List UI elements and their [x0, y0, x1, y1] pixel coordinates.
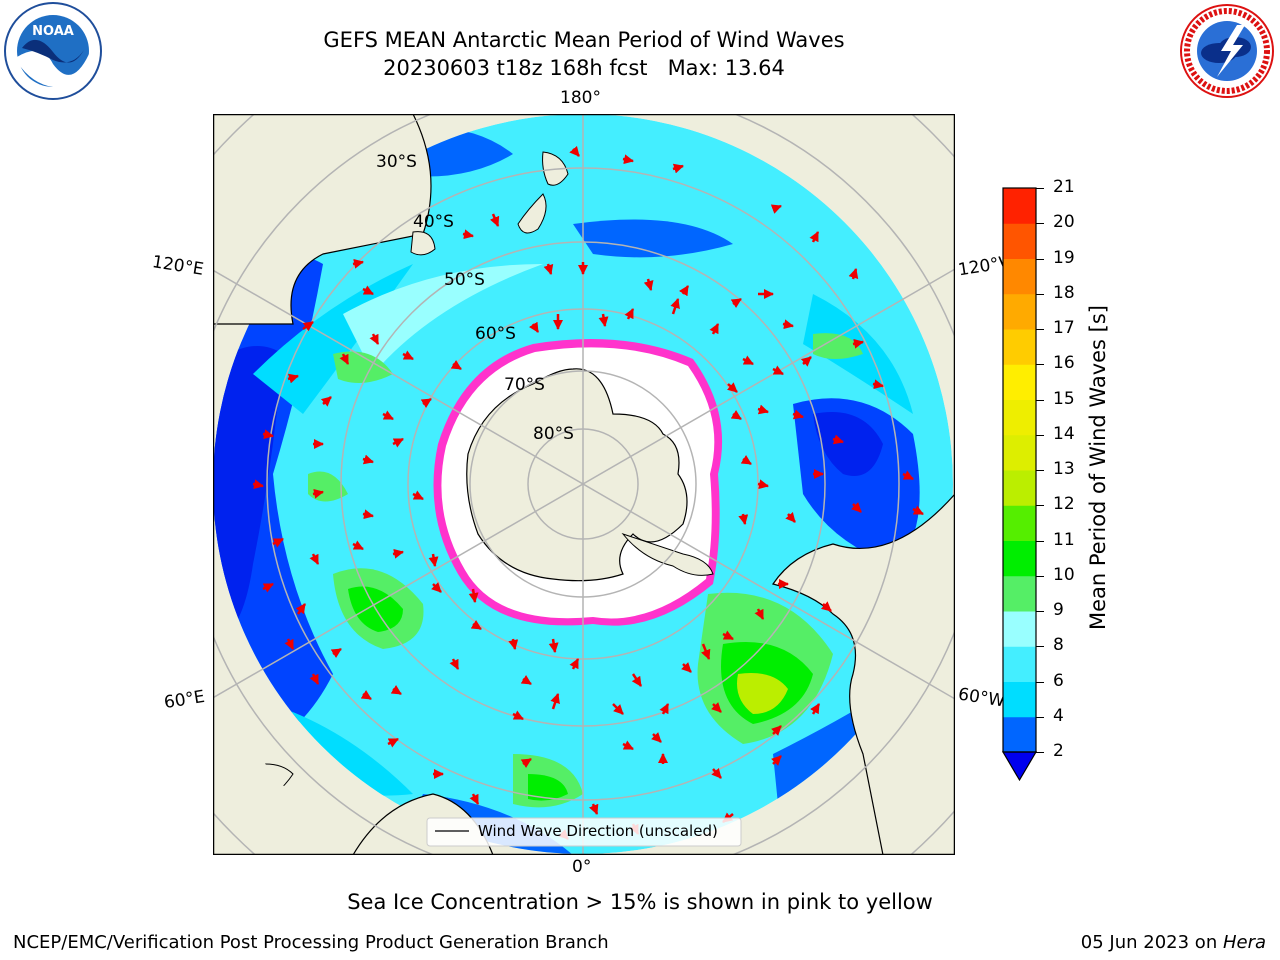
colorbar-tick: 17	[1053, 318, 1075, 338]
colorbar-segment	[1003, 188, 1036, 224]
colorbar-tick-mark	[1036, 575, 1044, 577]
sea-ice-caption: Sea Ice Concentration > 15% is shown in …	[347, 890, 933, 914]
colorbar-tick-mark	[1036, 646, 1044, 648]
max-value: Max: 13.64	[667, 56, 785, 80]
polar-map	[213, 114, 955, 855]
colorbar-segment	[1003, 258, 1036, 295]
colorbar-segment	[1003, 293, 1036, 330]
colorbar-tick-mark	[1036, 364, 1044, 366]
colorbar-tick-mark	[1036, 611, 1044, 612]
colorbar-tick: 18	[1053, 282, 1075, 303]
new-zealand-south	[517, 193, 547, 234]
colorbar-tick: 16	[1053, 353, 1075, 374]
colorbar-label: Mean Period of Wind Waves [s]	[1086, 305, 1110, 630]
chart-title: GEFS MEAN Antarctic Mean Period of Wind …	[323, 28, 845, 52]
lon-label-60E: 60°E	[162, 686, 207, 714]
nws-logo	[1180, 4, 1274, 98]
legend-label: Wind Wave Direction (unscaled)	[478, 822, 718, 840]
colorbar-segment	[1003, 434, 1036, 471]
chart-subtitle: 20230603 t18z 168h fcst Max: 13.64	[0, 55, 1168, 81]
colorbar-segment	[1003, 540, 1036, 577]
noaa-logo-text: NOAA	[32, 24, 74, 39]
lon-label-0: 0°	[572, 857, 592, 877]
colorbar-tick: 20	[1053, 212, 1075, 233]
colorbar-tick-mark	[1036, 258, 1044, 260]
colorbar-tick: 15	[1053, 388, 1075, 409]
colorbar-segment	[1003, 399, 1036, 436]
colorbar-tick: 6	[1053, 670, 1064, 691]
colorbar-segment	[1003, 575, 1036, 612]
colorbar-tick-mark	[1036, 293, 1044, 295]
colorbar-segment	[1003, 329, 1036, 365]
colorbar-tick-mark	[1036, 752, 1044, 753]
lat-label-40S: 40°S	[413, 212, 454, 232]
colorbar-tick: 12	[1053, 494, 1075, 515]
colorbar-tick: 9	[1053, 600, 1064, 620]
colorbar-tick-mark	[1036, 716, 1044, 718]
lat-label-70S: 70°S	[504, 375, 545, 395]
colorbar-tick-mark	[1036, 681, 1044, 683]
colorbar-tick: 2	[1053, 741, 1064, 761]
colorbar-extend-min	[1001, 751, 1038, 782]
footer-host: Hera	[1222, 932, 1266, 953]
colorbar-segment	[1003, 364, 1036, 400]
colorbar-tick-mark	[1036, 399, 1044, 401]
colorbar-tick-mark	[1036, 505, 1044, 507]
colorbar-tick-mark	[1036, 470, 1044, 471]
colorbar-segment	[1003, 716, 1036, 753]
antarctica	[466, 368, 688, 582]
noaa-logo: NOAA	[4, 2, 102, 100]
lon-label-60W: 60°W	[956, 684, 1007, 712]
colorbar-tick-mark	[1036, 329, 1044, 330]
colorbar-tick: 11	[1053, 529, 1075, 550]
colorbar-tick: 13	[1053, 459, 1075, 479]
lat-label-60S: 60°S	[475, 324, 516, 344]
footer-date: 05 Jun 2023 on Hera	[1081, 932, 1266, 953]
graticule	[213, 114, 955, 855]
colorbar-tick-mark	[1036, 540, 1044, 542]
colorbar-tick: 21	[1053, 177, 1075, 197]
colorbar-segment	[1003, 223, 1036, 259]
colorbar-tick: 8	[1053, 635, 1064, 656]
colorbar-tick: 14	[1053, 423, 1075, 444]
colorbar-segment	[1003, 646, 1036, 682]
colorbar-tick-mark	[1036, 434, 1044, 436]
colorbar-tick-mark	[1036, 188, 1044, 189]
lon-label-180: 180°	[560, 88, 601, 108]
colorbar-segment	[1003, 470, 1036, 506]
colorbar-tick: 4	[1053, 705, 1064, 726]
colorbar-segment	[1003, 611, 1036, 647]
forecast-cycle: 20230603 t18z 168h fcst	[383, 56, 648, 80]
footer-credit: NCEP/EMC/Verification Post Processing Pr…	[13, 932, 609, 953]
footer-date-text: 05 Jun 2023 on	[1080, 932, 1223, 953]
lat-label-50S: 50°S	[444, 270, 485, 290]
colorbar	[1001, 187, 1038, 782]
lat-label-80S: 80°S	[533, 424, 574, 444]
wind-wave-legend	[426, 817, 742, 847]
colorbar-segment	[1003, 681, 1036, 718]
colorbar-tick: 10	[1053, 564, 1075, 585]
colorbar-tick: 19	[1053, 247, 1075, 268]
colorbar-segment	[1003, 505, 1036, 541]
lat-label-30S: 30°S	[376, 152, 417, 172]
lon-label-120E: 120°E	[150, 252, 205, 280]
colorbar-tick-mark	[1036, 223, 1044, 225]
